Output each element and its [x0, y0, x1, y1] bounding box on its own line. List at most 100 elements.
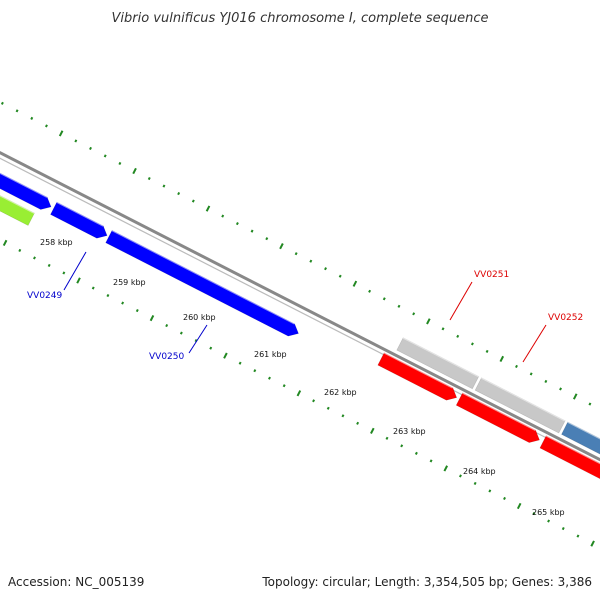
- tick-outer: [426, 318, 431, 325]
- tick-inner: [33, 256, 36, 260]
- tick-outer: [177, 191, 181, 196]
- lime-gene-highlight: [0, 194, 35, 214]
- tick-outer: [132, 167, 137, 175]
- map-title: Vibrio vulnificus YJ016 chromosome I, co…: [111, 11, 488, 26]
- tick-outer: [485, 349, 489, 353]
- tick-outer: [529, 372, 533, 376]
- tick-outer: [118, 161, 122, 166]
- gene-vv0252-label: VV0252: [548, 313, 583, 323]
- tick-inner: [18, 248, 22, 252]
- tick-outer: [205, 205, 211, 212]
- tick-inner: [561, 526, 565, 531]
- tick-inner: [149, 314, 155, 322]
- gene-vv0249-highlight: [56, 201, 104, 227]
- tick-inner: [179, 331, 183, 335]
- gene-vv0249-label: VV0249: [27, 291, 62, 301]
- kbp-label: 262 kbp: [324, 388, 357, 397]
- tick-inner: [443, 465, 449, 472]
- tick-inner: [341, 414, 345, 418]
- backbone-line: [0, 150, 600, 462]
- tick-inner: [209, 346, 213, 350]
- tick-outer: [74, 139, 78, 143]
- tick-inner: [253, 369, 257, 373]
- tick-inner: [414, 451, 418, 455]
- gene-vv0249-callout: [63, 251, 87, 291]
- tick-outer: [382, 297, 386, 301]
- gene-vv0251-label: VV0251: [474, 270, 509, 280]
- gene-vv0251-callout: [449, 281, 473, 321]
- gene-vv0249: [50, 201, 108, 239]
- tick-outer: [470, 342, 474, 346]
- tick-outer: [191, 199, 195, 203]
- tick-outer: [265, 237, 269, 241]
- kbp-label: 259 kbp: [113, 278, 146, 287]
- tick-inner: [458, 474, 462, 478]
- kbp-label: 264 kbp: [463, 467, 496, 476]
- tick-outer: [103, 154, 107, 158]
- tick-inner: [547, 519, 551, 523]
- kbp-label: 261 kbp: [254, 350, 287, 359]
- tick-inner: [91, 286, 95, 290]
- tick-outer: [338, 274, 342, 278]
- tick-outer: [441, 327, 445, 331]
- tick-outer: [0, 101, 4, 105]
- gene-red-3-highlight: [545, 434, 600, 465]
- tick-outer: [309, 259, 313, 263]
- kbp-label: 260 kbp: [183, 313, 216, 322]
- tick-outer: [515, 364, 518, 368]
- gene-vv0252-callout: [522, 324, 547, 363]
- gene-vv0252-highlight: [481, 376, 566, 422]
- gene-red-3: [539, 435, 600, 480]
- tick-outer: [279, 243, 284, 250]
- tick-inner: [2, 239, 8, 247]
- tick-outer: [588, 402, 592, 406]
- tick-outer: [412, 312, 416, 316]
- kbp-label: 263 kbp: [393, 427, 426, 436]
- map-layer: 258 kbp 259 kbp 260 kbp 261 kbp 262 kbp 263 k…: [0, 101, 600, 547]
- tick-inner: [576, 534, 580, 538]
- tick-inner: [76, 277, 81, 284]
- tick-outer: [324, 267, 327, 271]
- gene-red-2-highlight: [462, 391, 537, 432]
- tick-inner: [238, 361, 242, 365]
- tick-inner: [194, 339, 198, 343]
- gene-steelblue-highlight: [567, 421, 600, 440]
- tick-outer: [58, 130, 64, 137]
- tick-inner: [282, 384, 286, 388]
- tick-outer: [572, 393, 578, 400]
- tick-inner: [590, 540, 595, 547]
- tick-inner: [370, 427, 375, 434]
- gene-vv0250-callout: [188, 324, 208, 354]
- gene-vv0250-highlight: [111, 229, 296, 325]
- tick-outer: [147, 176, 151, 181]
- kbp-label: 258 kbp: [40, 238, 73, 247]
- tick-inner: [385, 436, 389, 440]
- tick-outer: [559, 387, 563, 391]
- tick-inner: [503, 496, 506, 501]
- kbp-label: 265 kbp: [532, 508, 565, 517]
- tick-inner: [62, 271, 66, 275]
- tick-inner: [268, 376, 271, 380]
- tick-inner: [223, 352, 228, 359]
- tick-outer: [235, 222, 239, 226]
- tick-inner: [106, 293, 110, 298]
- tick-outer: [397, 304, 401, 308]
- tick-inner: [429, 459, 433, 463]
- tick-outer: [294, 252, 298, 256]
- tick-outer: [456, 334, 460, 338]
- gene-red-1-highlight: [383, 351, 454, 389]
- tick-inner: [326, 406, 330, 410]
- gene-vv0250-label: VV0250: [149, 352, 184, 362]
- tick-outer: [499, 355, 505, 363]
- accession-text: Accession: NC_005139: [8, 575, 144, 589]
- tick-inner: [488, 489, 492, 493]
- tick-inner: [312, 399, 316, 403]
- tick-inner: [135, 308, 139, 313]
- tick-inner: [400, 444, 404, 448]
- tick-outer: [30, 116, 34, 120]
- gene-steelblue: [561, 421, 600, 455]
- tick-inner: [356, 421, 360, 425]
- tick-inner: [473, 481, 477, 486]
- summary-text: Topology: circular; Length: 3,354,505 bp…: [261, 575, 592, 589]
